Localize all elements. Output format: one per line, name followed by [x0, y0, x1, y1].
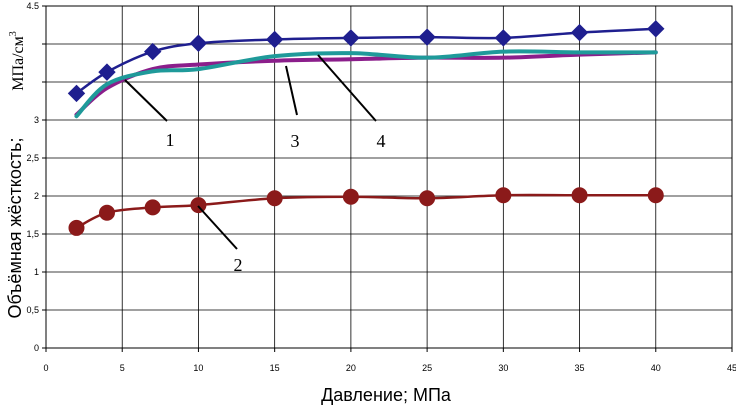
curve-callout-line: [285, 65, 298, 116]
series-2-point: [342, 188, 359, 205]
callouts: 1 2 3 4: [124, 54, 386, 275]
x-tick-label: 5: [120, 363, 125, 373]
series-1-point: [98, 63, 116, 81]
series-2-point: [144, 199, 161, 216]
y-axis-unit-text: МПа/см: [10, 36, 27, 91]
x-tick-label: 10: [193, 363, 203, 373]
series-2-point: [647, 187, 664, 204]
plot-frame: [45, 5, 733, 349]
series-2-point: [571, 187, 588, 204]
markers: [67, 20, 665, 236]
series-1-point: [494, 29, 513, 47]
curve-callout-label: 3: [291, 131, 300, 151]
x-tick-label: 45: [727, 363, 736, 373]
axes: 0 0,5 1 1,5 2 2,5 3 4.5 0 5 10 15 20 25 30 35 40 45: [26, 1, 736, 373]
x-tick-label: 30: [498, 363, 508, 373]
y-tick-label: 4.5: [26, 1, 39, 11]
curve-callout-label: 1: [166, 130, 175, 150]
series-2-point: [98, 204, 115, 221]
y-axis-title: Объёмная жёсткость;: [5, 137, 25, 318]
x-tick-label: 40: [651, 363, 661, 373]
x-axis-title: Давление; МПа: [321, 385, 452, 405]
series-2-point: [68, 219, 85, 236]
x-tick-label: 25: [422, 363, 432, 373]
curve-callout-line: [197, 205, 238, 250]
series-1-point: [342, 29, 360, 47]
series-2-point: [419, 190, 436, 207]
curve-callout-line: [124, 79, 168, 122]
y-tick-label: 0,5: [26, 305, 39, 315]
series-line-1: [75, 27, 658, 95]
series: [74, 27, 658, 230]
series-1-point: [67, 84, 86, 103]
series-line-4: [74, 49, 658, 119]
curve-callout-label: 4: [377, 131, 386, 151]
series-1-point: [189, 34, 208, 52]
x-tick-label: 35: [575, 363, 585, 373]
y-axis-unit: МПа/см3: [8, 31, 27, 91]
series-2-point: [495, 187, 512, 204]
series-1-point: [265, 30, 284, 49]
series-2-point: [266, 190, 283, 207]
series-1-point: [570, 23, 589, 42]
grid: [46, 6, 732, 348]
series-1-point: [418, 28, 436, 46]
y-tick-label: 2,5: [26, 153, 39, 163]
series-1-point: [144, 42, 162, 61]
curve-callout-label: 2: [234, 255, 243, 275]
series-line-2: [75, 193, 658, 230]
curve-callout-line: [317, 54, 377, 122]
series-2-point: [190, 197, 207, 214]
y-tick-label: 1: [34, 267, 39, 277]
y-tick-label: 0: [34, 343, 39, 353]
x-tick-label: 0: [43, 363, 48, 373]
series-1-point: [647, 20, 665, 38]
y-tick-label: 1,5: [26, 229, 39, 239]
y-axis-unit-superscript: 3: [8, 31, 19, 36]
x-tick-label: 20: [346, 363, 356, 373]
x-tick-label: 15: [270, 363, 280, 373]
y-tick-label: 3: [34, 115, 39, 125]
y-tick-label: 2: [34, 191, 39, 201]
